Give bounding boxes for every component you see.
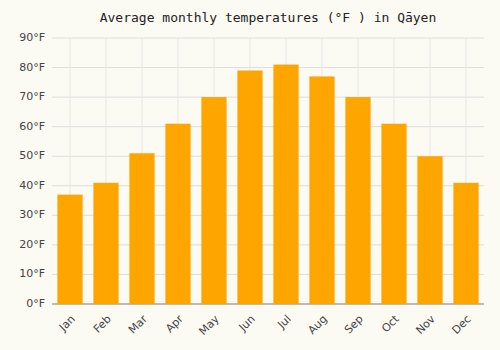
x-tick-label: Feb (91, 313, 114, 336)
y-tick-label: 60°F (19, 120, 45, 133)
y-tick-label: 40°F (19, 179, 45, 192)
bar (57, 195, 82, 304)
x-tick-label: Jan (56, 313, 78, 335)
background (0, 0, 500, 350)
chart-svg: 0°F 10°F 20°F 30°F 40°F 50°F 60°F 70°F 80°F 90°F J… (0, 0, 500, 350)
y-tick-label: 20°F (19, 238, 45, 251)
x-tick-label: May (196, 312, 222, 338)
bar (345, 97, 370, 304)
x-tick-label: Jul (274, 313, 293, 332)
bar (201, 97, 226, 304)
bar (129, 153, 154, 304)
bar (417, 156, 442, 304)
x-tick-label: Dec (450, 313, 474, 337)
bar (453, 183, 478, 304)
x-tick-label: Mar (126, 312, 150, 336)
bar (309, 76, 334, 304)
chart-container: 0°F 10°F 20°F 30°F 40°F 50°F 60°F 70°F 80°F 90°F J… (0, 0, 500, 350)
axes: 0°F 10°F 20°F 30°F 40°F 50°F 60°F 70°F 80°F 90°F J… (19, 31, 484, 338)
x-tick-label: Sep (342, 313, 366, 337)
y-tick-label: 70°F (19, 90, 45, 103)
grid (52, 38, 484, 304)
x-tick-label: Aug (305, 313, 329, 337)
x-tick-label: Jun (236, 313, 258, 335)
bars (57, 65, 478, 304)
x-tick-label: Nov (413, 312, 438, 337)
bar (165, 124, 190, 304)
bar (273, 65, 298, 304)
y-tick-label: 0°F (26, 297, 45, 310)
y-grid-line (52, 126, 484, 127)
y-tick-label: 30°F (19, 208, 45, 221)
bar (381, 124, 406, 304)
bar (93, 183, 118, 304)
y-grid-line (52, 97, 484, 98)
x-tick-label: Oct (379, 312, 402, 335)
y-tick-label: 90°F (19, 31, 45, 44)
y-tick-label: 50°F (19, 149, 45, 162)
bar (237, 71, 262, 304)
chart-title: Average monthly temperatures (°F ) in Qā… (100, 10, 437, 25)
y-tick-label: 10°F (19, 267, 45, 280)
y-grid-line (52, 38, 484, 39)
y-tick-label: 80°F (19, 61, 45, 74)
y-grid-line (52, 67, 484, 68)
x-tick-label: Apr (163, 312, 186, 335)
